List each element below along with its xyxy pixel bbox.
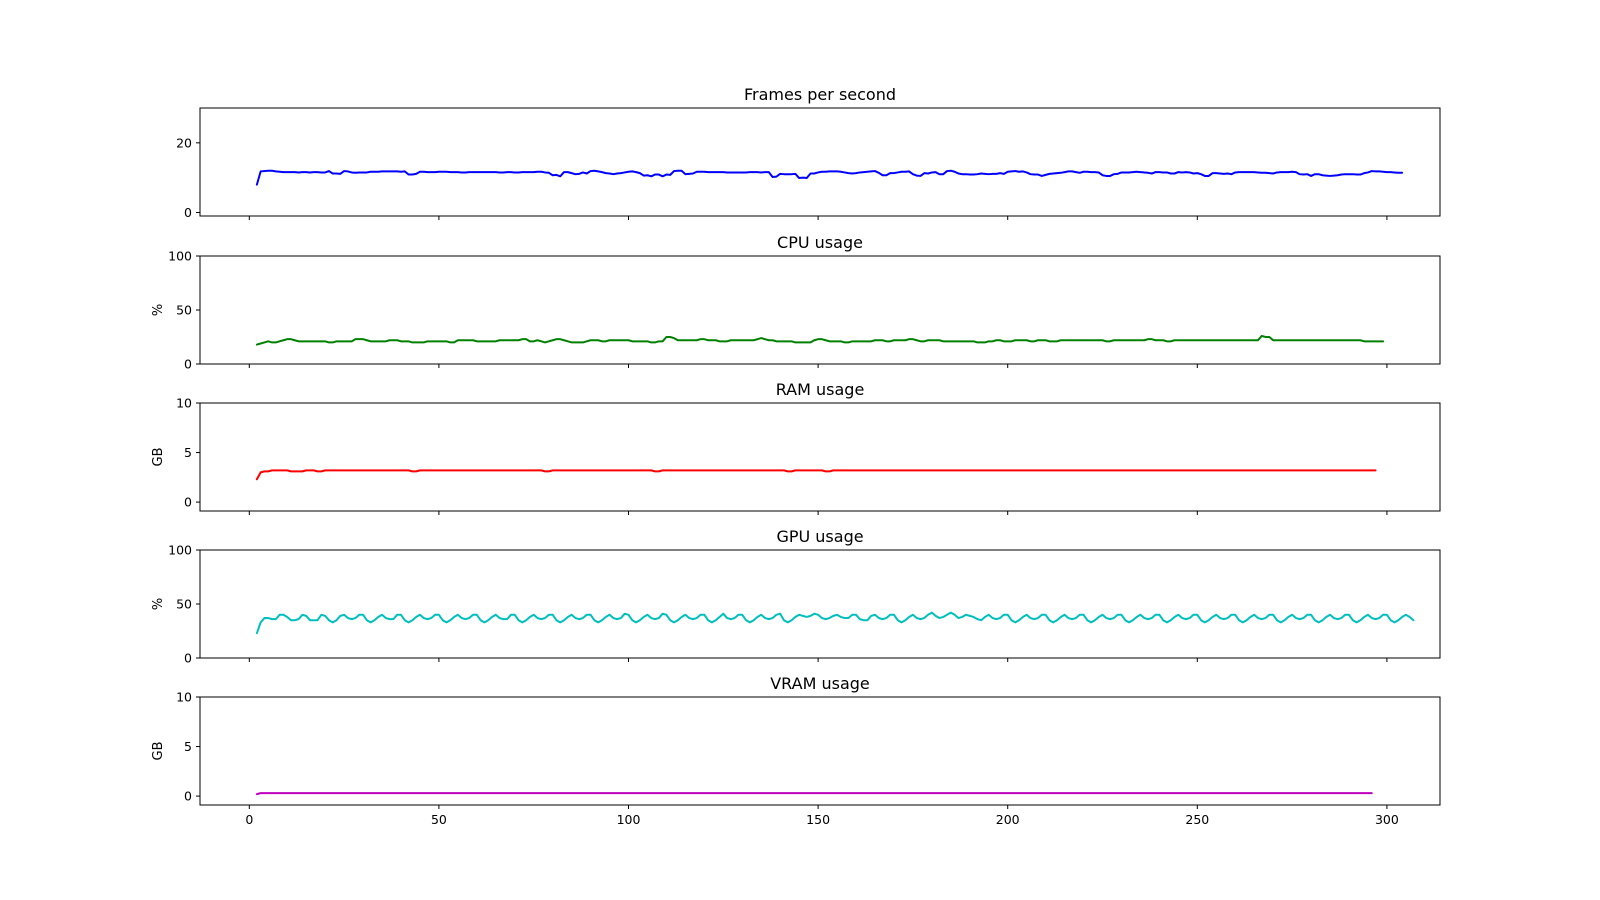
y-tick-label: 50 [176, 303, 192, 318]
series-line [255, 611, 1415, 635]
x-tick-label: 150 [806, 812, 830, 827]
subplot-title: CPU usage [777, 233, 863, 252]
y-axis-label: % [151, 598, 166, 610]
y-axis-label: GB [151, 448, 166, 467]
y-tick-label: 100 [168, 249, 192, 264]
y-tick-label: 5 [184, 445, 192, 460]
y-axis-label: GB [151, 742, 166, 761]
subplot-0: Frames per second 0 20 [176, 85, 1441, 220]
y-tick-label: 10 [176, 396, 192, 411]
series-line [255, 469, 1377, 481]
series-line [255, 792, 1373, 796]
subplot-1: CPU usage 0 50 100% [151, 233, 1441, 372]
y-axis-label: % [151, 304, 166, 316]
y-tick-label: 0 [184, 205, 192, 220]
y-tick-label: 0 [184, 495, 192, 510]
x-tick-label: 0 [245, 812, 253, 827]
x-tick-label: 300 [1375, 812, 1399, 827]
plot-frame [199, 549, 1441, 659]
y-tick-label: 0 [184, 651, 192, 666]
y-tick-label: 20 [176, 135, 192, 150]
series-line [255, 169, 1404, 186]
series-line [255, 334, 1385, 346]
x-tick-label: 50 [431, 812, 447, 827]
subplot-title: RAM usage [776, 380, 865, 399]
subplot-2: RAM usage 0 5 10 GB [151, 380, 1441, 515]
plot-frame [199, 402, 1441, 512]
subplot-title: Frames per second [744, 85, 896, 104]
subplot-3: GPU usage 0 50 100% [151, 527, 1441, 666]
y-tick-label: 5 [184, 739, 192, 754]
y-tick-label: 100 [168, 543, 192, 558]
y-tick-label: 0 [184, 789, 192, 804]
subplot-4: VRAM usage 0 5 10 GB 0 50 100 150 200 250 300 [151, 674, 1441, 827]
plot-frame [199, 107, 1441, 217]
subplot-title: VRAM usage [770, 674, 870, 693]
plot-frame [199, 696, 1441, 806]
subplot-title: GPU usage [776, 527, 863, 546]
x-tick-label: 250 [1185, 812, 1209, 827]
plot-frame [199, 255, 1441, 365]
y-tick-label: 0 [184, 357, 192, 372]
y-tick-label: 50 [176, 597, 192, 612]
x-tick-label: 200 [996, 812, 1020, 827]
x-tick-label: 100 [617, 812, 641, 827]
y-tick-label: 10 [176, 690, 192, 705]
